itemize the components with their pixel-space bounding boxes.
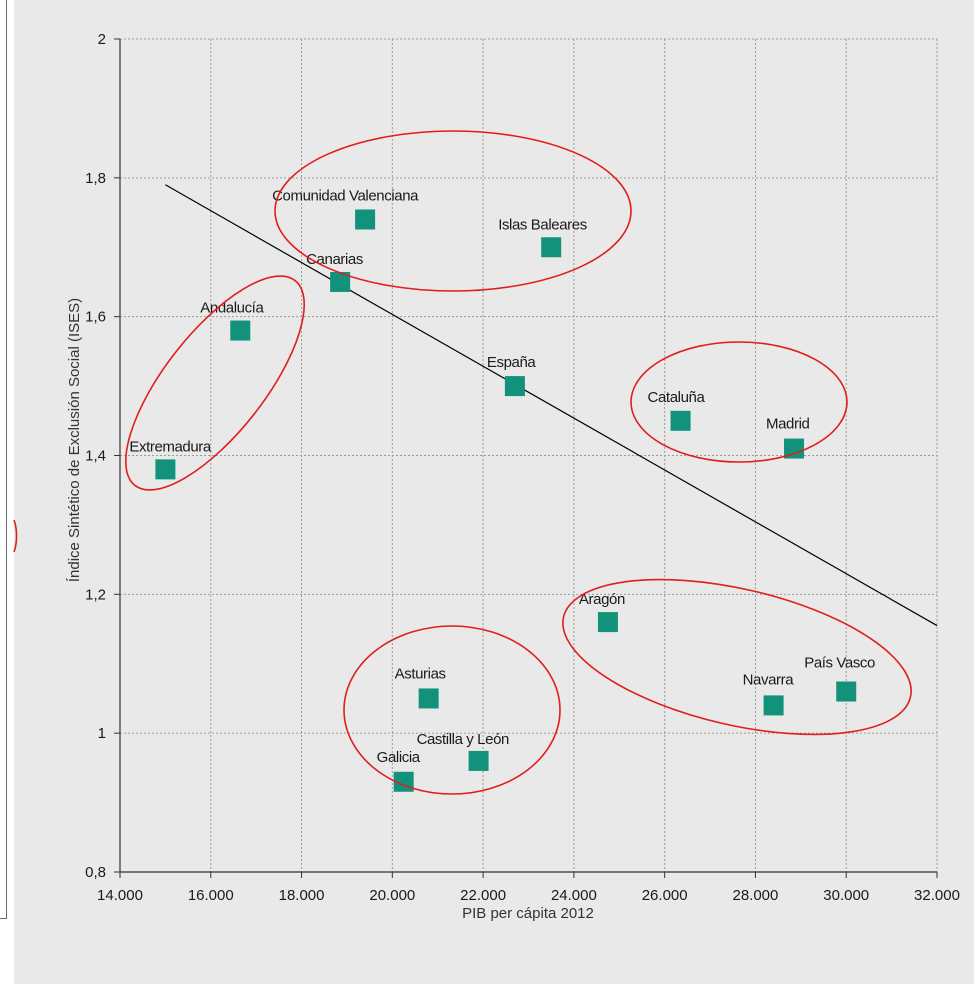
point-label-navarra: Navarra [743,671,795,688]
group-ellipse-1 [124,275,306,491]
point-label-cataluna: Cataluña [648,389,706,406]
data-point-extremadura [155,459,176,480]
trendline-group [165,184,938,627]
chart-panel [14,0,974,984]
point-label-madrid: Madrid [766,416,810,433]
x-tick-label: 22.000 [460,887,506,904]
x-tick-label: 26.000 [642,887,688,904]
partial-ellipse-fragment [13,519,18,553]
point-label-espana: España [487,354,537,371]
data-point-cataluna [670,410,691,431]
x-tick-label: 28.000 [732,887,778,904]
point-label-andalucia: Andalucía [200,300,264,317]
x-axis-ticks: 14.000 16.000 18.000 20.000 22.000 24.000 26.0… [97,872,960,904]
point-label-islas-baleares: Islas Baleares [498,216,587,233]
x-tick-label: 20.000 [369,887,415,904]
x-axis-title: PIB per cápita 2012 [462,905,594,922]
data-point-andalucia [230,320,251,341]
y-axis-ticks: 0,8 1 1,2 1,4 1,6 1,8 2 [85,31,120,881]
data-point-pais-vasco [836,681,857,702]
point-label-canarias: Canarias [306,251,363,268]
y-tick-label: 1,2 [85,586,106,603]
point-label-comunidad-valenciana: Comunidad Valenciana [272,187,419,204]
point-label-galicia: Galicia [377,749,421,766]
point-label-castilla-y-leon: Castilla y León [417,731,509,748]
x-tick-label: 14.000 [97,887,143,904]
point-label-pais-vasco: País Vasco [804,655,875,672]
y-tick-label: 1,8 [85,170,106,187]
group-ellipse-5 [343,625,561,795]
x-tick-label: 18.000 [279,887,325,904]
trendline [165,184,938,627]
y-tick-label: 1,6 [85,309,106,326]
x-tick-label: 16.000 [188,887,234,904]
y-tick-label: 1,4 [85,448,106,465]
data-point-madrid [784,438,805,459]
data-point-canarias [330,271,351,292]
y-axis-title: Índice Sintético de Exclusión Social (IS… [66,298,83,582]
point-label-extremadura: Extremadura [129,438,212,455]
x-tick-label: 30.000 [823,887,869,904]
x-tick-label: 24.000 [551,887,597,904]
group-ellipse-2 [274,130,632,292]
group-ellipses [124,130,912,795]
data-point-espana [504,376,525,397]
y-tick-label: 0,8 [85,864,106,881]
y-tick-label: 2 [98,31,106,48]
data-point-aragon [597,612,618,633]
data-point-navarra [763,695,784,716]
y-tick-label: 1 [98,725,106,742]
data-point-islas-baleares [541,237,562,258]
group-ellipse-4 [562,578,912,736]
point-label-aragon: Aragón [579,591,625,608]
group-ellipse-3 [630,341,848,463]
grid [120,38,938,872]
data-points: Extremadura Andalucía Canarias Comunidad Va… [129,187,875,792]
left-frame [0,0,7,919]
x-tick-label: 32.000 [914,887,960,904]
data-point-asturias [418,688,439,709]
data-point-castilla-y-leon [468,750,489,771]
data-point-comunidad-valenciana [355,209,376,230]
point-label-asturias: Asturias [395,665,446,682]
